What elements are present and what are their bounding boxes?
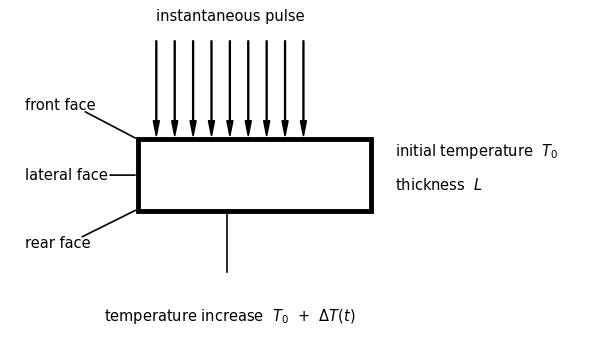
FancyArrow shape (172, 41, 178, 136)
Text: lateral face: lateral face (25, 168, 107, 183)
FancyArrow shape (282, 41, 288, 136)
Text: thickness  $\mathit{L}$: thickness $\mathit{L}$ (395, 177, 483, 193)
Text: front face: front face (25, 98, 95, 113)
Bar (138, 139, 371, 211)
FancyArrow shape (227, 41, 233, 136)
Text: instantaneous pulse: instantaneous pulse (156, 10, 304, 24)
FancyArrow shape (208, 41, 215, 136)
FancyArrow shape (300, 41, 306, 136)
FancyArrow shape (245, 41, 251, 136)
Text: temperature increase  $\mathit{T}_0$  +  $\Delta \mathit{T}(t)$: temperature increase $\mathit{T}_0$ + $\… (104, 307, 356, 326)
FancyArrow shape (190, 41, 196, 136)
FancyArrow shape (153, 41, 159, 136)
Text: rear face: rear face (25, 236, 90, 251)
FancyArrow shape (264, 41, 270, 136)
Text: initial temperature  $\mathit{T}_0$: initial temperature $\mathit{T}_0$ (395, 142, 558, 161)
